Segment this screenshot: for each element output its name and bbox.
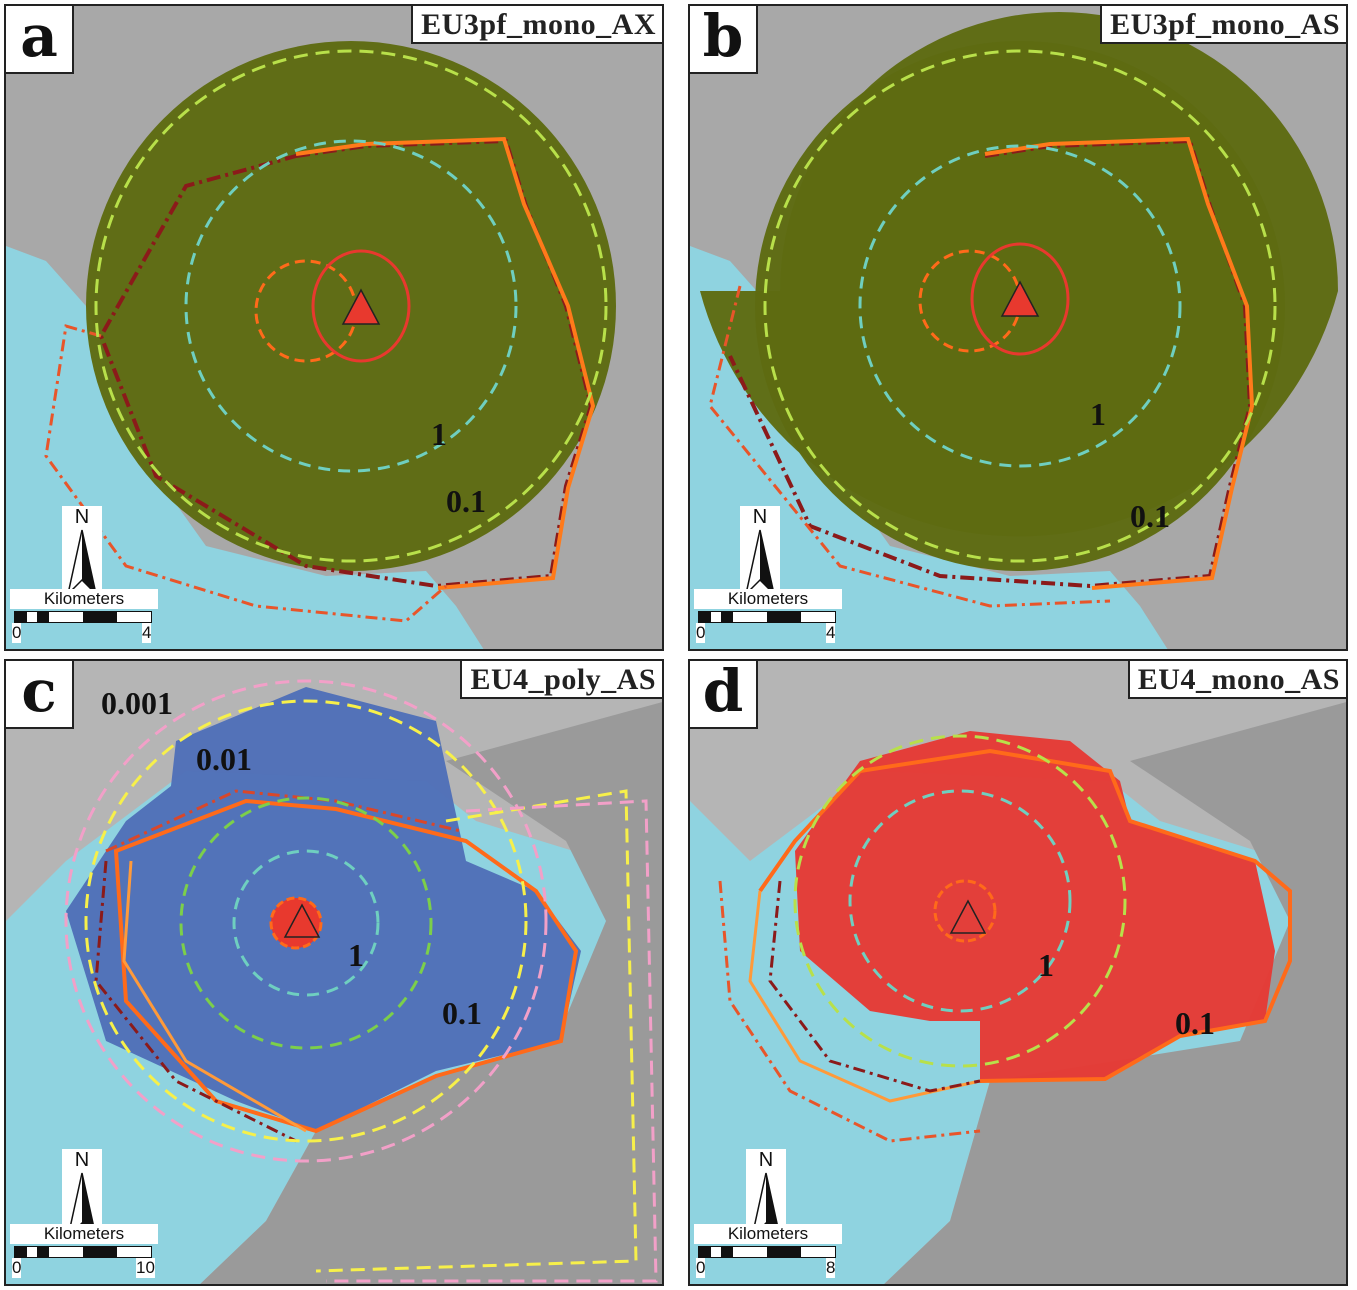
panel-title: EU3pf_mono_AX bbox=[411, 6, 662, 44]
scale-min: 0 bbox=[12, 623, 22, 643]
panel-b: b EU3pf_mono_AS 1 0.1 N Kilometers 0 4 bbox=[688, 4, 1348, 651]
map-a bbox=[6, 6, 662, 649]
north-label: N bbox=[740, 506, 780, 528]
vent-triangle-icon bbox=[341, 288, 381, 325]
scale-max: 4 bbox=[826, 623, 836, 643]
scale-bar: Kilometers 0 4 bbox=[10, 589, 158, 645]
contour-label-0-1: 0.1 bbox=[1175, 1005, 1215, 1041]
scale-unit: Kilometers bbox=[10, 1224, 158, 1244]
panel-title: EU4_mono_AS bbox=[1127, 661, 1346, 699]
panel-title: EU4_poly_AS bbox=[460, 661, 662, 699]
north-arrow-icon: N bbox=[62, 506, 102, 598]
contour-label-1: 1 bbox=[1038, 947, 1054, 983]
scale-unit: Kilometers bbox=[694, 1224, 842, 1244]
panel-letter: a bbox=[6, 6, 74, 74]
map-c bbox=[6, 661, 662, 1284]
contour-label-0-1: 0.1 bbox=[446, 483, 486, 519]
contour-label-0-1: 0.1 bbox=[1130, 498, 1170, 534]
contour-label-1: 1 bbox=[431, 416, 447, 452]
scale-bar: Kilometers 0 8 bbox=[694, 1224, 842, 1280]
scale-min: 0 bbox=[696, 623, 706, 643]
scale-max: 10 bbox=[136, 1258, 155, 1278]
panel-letter: d bbox=[690, 661, 758, 729]
map-b bbox=[690, 6, 1346, 649]
contour-label-0-01: 0.01 bbox=[196, 741, 252, 777]
scale-unit: Kilometers bbox=[694, 589, 842, 609]
panel-a: a EU3pf_mono_AX 1 0.1 N Kilometers 0 4 bbox=[4, 4, 664, 651]
panel-letter: b bbox=[690, 6, 758, 74]
scale-max: 4 bbox=[142, 623, 152, 643]
scale-bar: Kilometers 0 4 bbox=[694, 589, 842, 645]
panel-letter: c bbox=[6, 661, 74, 729]
north-label: N bbox=[62, 506, 102, 528]
panel-d: d EU4_mono_AS 1 0.1 N Kilometers 0 8 bbox=[688, 659, 1348, 1286]
panel-title: EU3pf_mono_AS bbox=[1100, 6, 1346, 44]
contour-label-1: 1 bbox=[1090, 396, 1106, 432]
scale-max: 8 bbox=[826, 1258, 836, 1278]
scale-min: 0 bbox=[696, 1258, 706, 1278]
vent-triangle-icon bbox=[1000, 280, 1040, 317]
scale-unit: Kilometers bbox=[10, 589, 158, 609]
vent-triangle-icon bbox=[949, 899, 987, 934]
contour-label-0-001: 0.001 bbox=[101, 685, 173, 721]
north-arrow-icon: N bbox=[740, 506, 780, 598]
contour-label-1: 1 bbox=[348, 937, 364, 973]
north-arrow-icon: N bbox=[746, 1149, 786, 1241]
vent-triangle-icon bbox=[283, 903, 321, 938]
scale-bar: Kilometers 0 10 bbox=[10, 1224, 158, 1280]
north-label: N bbox=[746, 1149, 786, 1171]
map-d bbox=[690, 661, 1346, 1284]
scale-min: 0 bbox=[12, 1258, 22, 1278]
panel-c: c EU4_poly_AS 0.001 0.01 1 0.1 N Kilomet… bbox=[4, 659, 664, 1286]
north-label: N bbox=[62, 1149, 102, 1171]
contour-label-0-1: 0.1 bbox=[442, 995, 482, 1031]
